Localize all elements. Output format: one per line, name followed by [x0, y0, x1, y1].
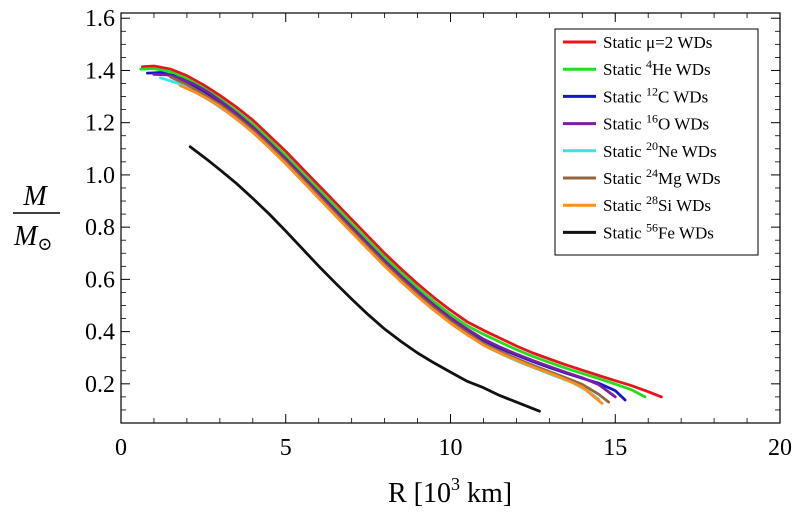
- legend-label-main: He WDs: [652, 60, 711, 79]
- axis-ticks: [120, 13, 781, 423]
- legend-label-2: Static 4He WDs: [603, 57, 711, 79]
- series-line-3: [145, 71, 627, 402]
- x-axis-label-unit: km]: [460, 478, 512, 509]
- legend-label-superscript: 4: [646, 57, 652, 71]
- y-axis-label: M M⊙: [13, 181, 60, 254]
- y-axis-label-denominator-sub: ⊙: [37, 234, 52, 254]
- y-tick-label: 0.2: [85, 372, 115, 398]
- x-axis-label-exponent: 3: [451, 474, 460, 494]
- x-tick-label: 0: [115, 435, 127, 461]
- legend-label-8: Static 56Fe WDs: [603, 220, 714, 242]
- x-tick-label: 5: [280, 435, 292, 461]
- series-line-8: [188, 145, 541, 413]
- legend-label-prefix: Static: [603, 196, 646, 215]
- y-tick-label: 1.2: [85, 111, 115, 137]
- y-tick-label: 1.6: [85, 6, 115, 32]
- series-line-2: [139, 67, 647, 399]
- legend-label-main: O WDs: [658, 115, 709, 134]
- y-tick-label: 0.6: [85, 267, 115, 293]
- plot-lines: [139, 64, 663, 413]
- legend-label-superscript: 12: [646, 84, 658, 98]
- legend-label-4: Static 16O WDs: [603, 112, 709, 134]
- x-axis-label-main: R [10: [388, 478, 451, 509]
- x-tick-label: 10: [439, 435, 463, 461]
- legend-label-superscript: 56: [646, 220, 658, 234]
- tick-labels: 0 5 10 15 20 0.2 0.4 0.6 0.8 1.0 1.2 1.4 1.6: [85, 6, 792, 461]
- legend-label-main: Ne WDs: [658, 142, 717, 161]
- series-line-1: [140, 64, 663, 399]
- legend-label-superscript: 28: [646, 193, 658, 207]
- series-line-7: [178, 84, 604, 405]
- legend-label-main: Si WDs: [658, 196, 711, 215]
- legend-label-prefix: Static: [603, 87, 646, 106]
- legend-label-1: Static μ=2 WDs: [603, 33, 712, 52]
- legend-label-prefix: Static: [603, 33, 646, 52]
- legend-box: [554, 28, 759, 256]
- legend-label-superscript: 20: [646, 139, 658, 153]
- legend-label-superscript: 24: [646, 166, 658, 180]
- legend-label-6: Static 24Mg WDs: [603, 166, 720, 188]
- y-tick-label: 0.8: [85, 215, 115, 241]
- legend-label-prefix: Static: [603, 115, 646, 134]
- legend-label-superscript: 16: [646, 112, 658, 126]
- y-axis-label-denominator: M⊙: [13, 221, 52, 254]
- y-tick-label: 1.0: [85, 163, 115, 189]
- x-tick-label: 15: [603, 435, 627, 461]
- legend-label-5: Static 20Ne WDs: [603, 139, 717, 161]
- y-tick-label: 0.4: [85, 320, 115, 346]
- legend-label-main: Mg WDs: [658, 169, 721, 188]
- legend-label-prefix: Static: [603, 60, 646, 79]
- legend-label-main: μ=2 WDs: [646, 33, 712, 52]
- legend-label-prefix: Static: [603, 223, 646, 242]
- y-tick-label: 1.4: [85, 58, 115, 84]
- series-line-4: [152, 73, 617, 399]
- x-tick-label: 20: [768, 435, 792, 461]
- legend-label-prefix: Static: [603, 142, 646, 161]
- legend-label-7: Static 28Si WDs: [603, 193, 711, 215]
- y-axis-label-denominator-main: M: [13, 221, 39, 252]
- legend-label-3: Static 12C WDs: [603, 84, 708, 106]
- series-line-6: [168, 75, 611, 404]
- series-line-5: [159, 76, 601, 401]
- legend-label-main: Fe WDs: [658, 223, 714, 242]
- y-axis-label-numerator: M: [22, 181, 48, 212]
- legend-label-prefix: Static: [603, 169, 646, 188]
- legend-label-main: C WDs: [658, 87, 708, 106]
- x-axis-label: R [103 km]: [388, 474, 512, 509]
